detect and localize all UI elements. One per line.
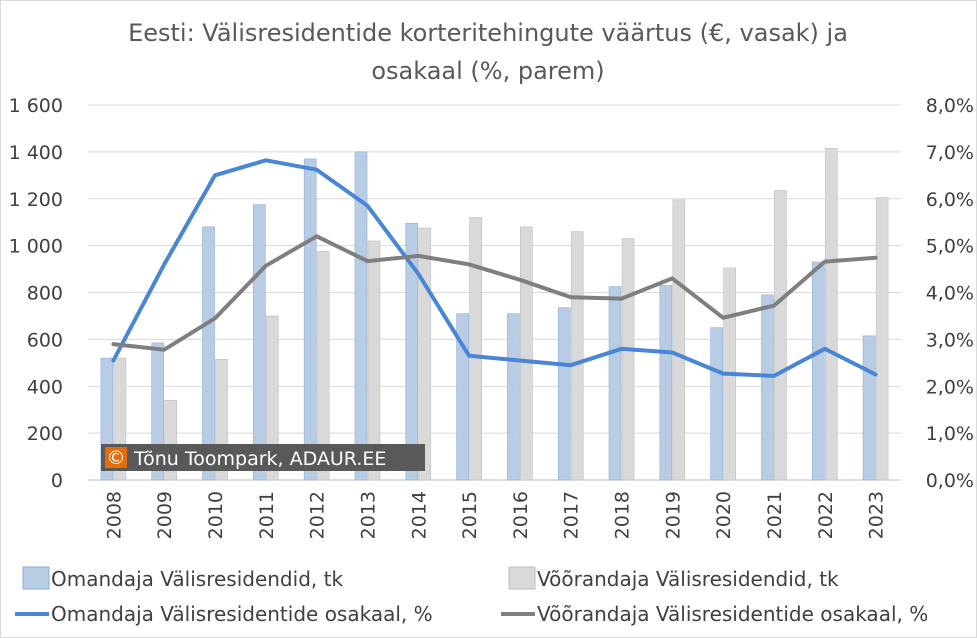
legend-swatch-owner-bars — [22, 566, 50, 590]
bar-owner — [608, 286, 622, 481]
y-right-tick-label: 0,0% — [926, 470, 974, 492]
y-right-tick-label: 2,0% — [926, 376, 974, 398]
y-right-tick-label: 6,0% — [926, 189, 974, 211]
right-axis-ticks: 0,0% 1,0% 2,0% 3,0% 4,0% 5,0% 6,0% 7,0% 8,0% — [926, 95, 974, 492]
x-tick-label: 2023 — [866, 491, 888, 539]
bar-owner — [862, 335, 876, 481]
x-tick-label: 2017 — [561, 491, 583, 539]
x-tick-label: 2008 — [103, 491, 125, 539]
bar-renter — [266, 315, 279, 481]
y-right-tick-label: 1,0% — [926, 423, 974, 445]
legend: Omandaja Välisresidendid, tk Võõrandaja … — [15, 566, 928, 626]
bar-owner — [253, 204, 266, 481]
bar-owner — [202, 226, 215, 481]
y-left-tick-label: 600 — [27, 329, 63, 351]
bar-owner — [811, 261, 825, 481]
y-left-tick-label: 1 600 — [9, 95, 63, 117]
bar-renter — [570, 231, 584, 481]
x-tick-label: 2009 — [154, 491, 176, 539]
x-tick-label: 2015 — [459, 491, 481, 539]
credit-background — [101, 444, 425, 471]
line-renter-share — [111, 234, 878, 352]
bar-owner — [557, 307, 571, 481]
y-left-tick-label: 1 200 — [9, 189, 63, 211]
bar-owner — [303, 158, 317, 481]
x-tick-label: 2021 — [764, 491, 786, 539]
bar-renter — [520, 226, 533, 481]
line-owner-share — [111, 158, 878, 378]
chart-title-line-1: Eesti: Välisresidentide korteritehingute… — [128, 19, 848, 47]
bar-renter — [469, 217, 482, 481]
x-tick-label: 2018 — [612, 491, 634, 539]
x-tick-label: 2010 — [205, 491, 227, 539]
y-right-tick-label: 4,0% — [926, 283, 974, 305]
x-axis-ticks: 2008 2009 2010 2011 2012 2013 2014 2015 2016 2017… — [103, 491, 887, 539]
bar-owner — [710, 327, 723, 481]
legend-label-owner-line: Omandaja Välisresidentide osakaal, % — [51, 602, 433, 626]
bar-renter — [774, 190, 787, 481]
left-axis-ticks: 0 200 400 600 800 1 000 1 200 1 400 1 600 — [9, 95, 63, 492]
bar-renter — [621, 238, 635, 481]
bar-renter — [367, 240, 381, 481]
y-right-tick-label: 5,0% — [926, 236, 974, 258]
x-tick-label: 2013 — [357, 491, 379, 539]
y-right-tick-label: 8,0% — [926, 95, 974, 117]
y-left-tick-label: 800 — [27, 283, 63, 305]
y-right-tick-label: 7,0% — [926, 142, 974, 164]
bar-renter — [672, 199, 686, 481]
bar-renter — [875, 197, 889, 481]
x-tick-label: 2016 — [510, 491, 532, 539]
y-left-tick-label: 0 — [51, 470, 63, 492]
bar-owner — [659, 285, 673, 481]
y-left-tick-label: 1 000 — [9, 236, 63, 258]
bar-owner — [456, 313, 469, 481]
x-tick-label: 2011 — [256, 491, 278, 539]
bar-owner — [761, 294, 774, 481]
y-left-tick-label: 400 — [27, 376, 63, 398]
bar-owner — [354, 151, 368, 481]
chart-title-line-2: osakaal (%, parem) — [371, 57, 604, 85]
bar-owner — [405, 223, 419, 481]
x-tick-label: 2019 — [662, 491, 684, 539]
y-right-tick-label: 3,0% — [926, 329, 974, 351]
bar-renter — [824, 148, 838, 481]
x-tick-label: 2020 — [713, 491, 735, 539]
copyright-icon: © — [107, 447, 126, 469]
x-tick-label: 2012 — [307, 491, 329, 539]
lines — [111, 158, 878, 378]
legend-label-owner-bars: Omandaja Välisresidendid, tk — [51, 567, 343, 591]
legend-swatch-renter-bars — [508, 566, 536, 590]
credit-label: © Tõnu Toompark, ADAUR.EE — [101, 444, 425, 471]
x-tick-label: 2014 — [408, 491, 430, 539]
y-left-tick-label: 200 — [27, 423, 63, 445]
credit-text: Tõnu Toompark, ADAUR.EE — [133, 448, 386, 470]
legend-label-renter-line: Võõrandaja Välisresidentide osakaal, % — [537, 602, 928, 626]
y-left-tick-label: 1 400 — [9, 142, 63, 164]
bar-renter — [418, 227, 432, 481]
x-tick-label: 2022 — [815, 491, 837, 539]
legend-label-renter-bars: Võõrandaja Välisresidendid, tk — [537, 567, 839, 591]
bar-owner — [507, 313, 520, 481]
copyright-badge — [105, 447, 127, 468]
bar-renter — [316, 251, 330, 481]
